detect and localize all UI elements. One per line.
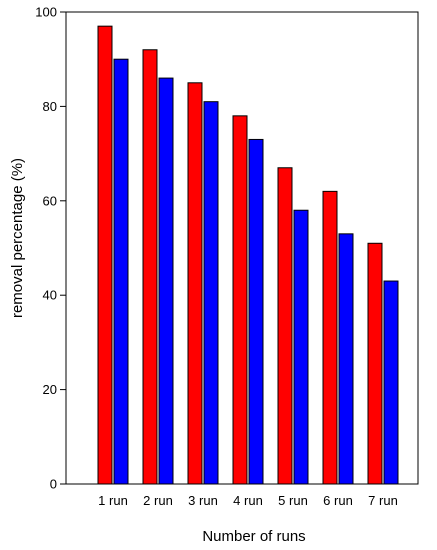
x-tick-label: 5 run	[278, 493, 308, 508]
bar-series-2-3	[203, 101, 219, 485]
y-tick-label: 20	[43, 382, 57, 397]
x-axis: 1 run 2 run 3 run 4 run 5 run 6 run 7 run	[98, 493, 398, 508]
x-tick-label: 6 run	[323, 493, 353, 508]
bar-series-2-7	[383, 280, 399, 485]
x-tick-label: 2 run	[143, 493, 173, 508]
y-axis: 0 20 40 60 80 100	[35, 5, 66, 492]
x-tick-label: 4 run	[233, 493, 263, 508]
bar-series-2-6	[338, 233, 354, 485]
bar-series-1-1	[97, 25, 113, 485]
y-axis-title: removal percentage (%)	[9, 158, 26, 318]
bar-series-1-5	[277, 167, 293, 485]
x-axis-title: Number of runs	[202, 528, 305, 545]
bars-layer	[97, 25, 399, 485]
bar-series-1-2	[142, 49, 158, 485]
x-tick-label: 7 run	[368, 493, 398, 508]
x-tick-label: 3 run	[188, 493, 218, 508]
x-tick-label: 1 run	[98, 493, 128, 508]
y-tick-label: 100	[35, 5, 57, 20]
bar-series-1-7	[367, 242, 383, 485]
bar-series-1-6	[322, 190, 338, 485]
bar-series-2-1	[113, 58, 129, 485]
y-tick-label: 40	[43, 288, 57, 303]
y-tick-label: 0	[50, 477, 57, 492]
bar-series-2-5	[293, 209, 309, 485]
y-tick-label: 60	[43, 193, 57, 208]
y-tick-label: 80	[43, 99, 57, 114]
bar-series-2-2	[158, 77, 174, 485]
bar-series-1-3	[187, 82, 203, 485]
bar-series-2-4	[248, 138, 264, 485]
plot-frame	[65, 11, 419, 485]
bar-series-1-4	[232, 115, 248, 485]
